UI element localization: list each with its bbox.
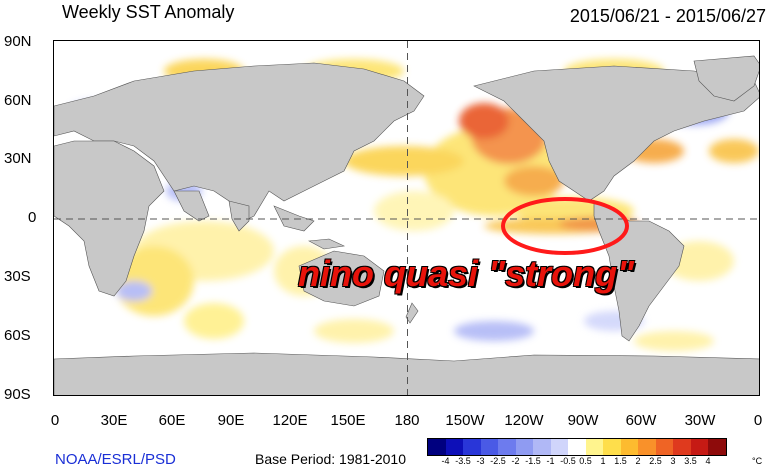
- colorbar-swatch: [480, 439, 498, 455]
- lat-label-60n: 60N: [4, 92, 32, 109]
- colorbar-swatch: [585, 439, 603, 455]
- lat-label-30s: 30S: [4, 268, 31, 285]
- sst-anomaly-map: [53, 40, 760, 396]
- colorbar-tick-label: 1.5: [614, 456, 627, 466]
- annotation-text: nino quasi "strong": [298, 253, 635, 294]
- colorbar-swatch: [428, 439, 446, 455]
- colorbar-tick-label: -1.5: [525, 456, 541, 466]
- colorbar-unit: °C: [752, 456, 763, 466]
- colorbar-tick-label: 3.5: [684, 456, 697, 466]
- colorbar-swatch: [638, 439, 656, 455]
- lon-label-60w: 60W: [625, 412, 657, 429]
- colorbar-tick-label: -1: [546, 456, 555, 466]
- map-canvas: [54, 41, 759, 395]
- colorbar-tick-label: 4: [705, 456, 711, 466]
- colorbar-swatch: [690, 439, 708, 455]
- colorbar-tick-label: -4: [441, 456, 450, 466]
- lon-label-0-east: 0: [753, 412, 763, 429]
- lon-label-30w: 30W: [684, 412, 716, 429]
- land-masses: [54, 55, 759, 395]
- lat-label-60s: 60S: [4, 327, 31, 344]
- lon-label-150w: 150W: [445, 412, 485, 429]
- lon-label-90e: 90E: [217, 412, 245, 429]
- colorbar-swatch: [708, 439, 726, 455]
- lat-label-90n: 90N: [4, 33, 32, 50]
- lon-label-30e: 30E: [100, 412, 128, 429]
- colorbar-tick-label: -3: [476, 456, 485, 466]
- lat-label-30n: 30N: [4, 150, 32, 167]
- colorbar-swatch: [550, 439, 568, 455]
- base-period-text: Base Period: 1981-2010: [255, 451, 406, 467]
- lon-label-120w: 120W: [504, 412, 544, 429]
- colorbar-swatch: [603, 439, 621, 455]
- colorbar-swatch: [533, 439, 551, 455]
- colorbar-tick-label: -2.5: [490, 456, 506, 466]
- colorbar-tick-label: -2: [511, 456, 520, 466]
- lat-label-90s: 90S: [4, 386, 31, 403]
- colorbar-tick-label: 3: [670, 456, 676, 466]
- colorbar-tick-label: 2.5: [649, 456, 662, 466]
- colorbar-swatch: [568, 439, 586, 455]
- colorbar-swatch: [620, 439, 638, 455]
- lon-label-180: 180: [394, 412, 420, 429]
- colorbar-swatch: [498, 439, 516, 455]
- nino-highlight-ellipse: [501, 197, 629, 255]
- colorbar-swatch: [463, 439, 481, 455]
- colorbar-tick-label: 1: [600, 456, 606, 466]
- colorbar-swatch: [515, 439, 533, 455]
- colorbar-swatch: [445, 439, 463, 455]
- colorbar: [427, 438, 727, 456]
- lon-label-60e: 60E: [158, 412, 186, 429]
- colorbar-tick-label: -3.5: [455, 456, 471, 466]
- lon-label-120e: 120E: [272, 412, 308, 429]
- lon-label-90w: 90W: [567, 412, 599, 429]
- lon-label-0: 0: [50, 412, 60, 429]
- colorbar-tick-label: 2: [635, 456, 641, 466]
- credit-text: NOAA/ESRL/PSD: [55, 451, 176, 468]
- colorbar-tick-label: 0.5: [579, 456, 592, 466]
- colorbar-swatch: [655, 439, 673, 455]
- colorbar-swatch: [673, 439, 691, 455]
- lon-label-150e: 150E: [330, 412, 366, 429]
- date-range: 2015/06/21 - 2015/06/27: [569, 6, 766, 26]
- lat-label-0: 0: [28, 209, 37, 226]
- colorbar-tick-label: -0.5: [560, 456, 576, 466]
- chart-title: Weekly SST Anomaly: [62, 2, 235, 22]
